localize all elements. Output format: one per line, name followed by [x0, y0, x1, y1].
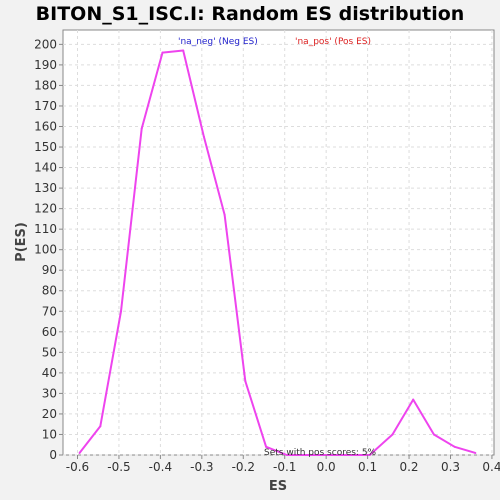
data-point: [432, 433, 435, 436]
series-group: [78, 49, 477, 456]
y-tick-label: 100: [34, 243, 57, 257]
y-tick-label: 70: [42, 304, 57, 318]
y-tick-label: 10: [42, 427, 57, 441]
data-point: [391, 433, 394, 436]
data-point: [306, 454, 309, 456]
y-tick-label: 200: [34, 37, 57, 51]
y-tick-label: 170: [34, 99, 57, 113]
y-tick-label: 40: [42, 366, 57, 380]
data-point: [474, 451, 477, 454]
data-point: [161, 51, 164, 54]
data-point: [202, 135, 205, 138]
x-tick-label: 0.2: [399, 460, 418, 474]
x-tick-label: -0.3: [190, 460, 213, 474]
data-point: [453, 445, 456, 448]
y-tick-label: 190: [34, 58, 57, 72]
data-point: [140, 127, 143, 130]
data-point: [347, 454, 350, 456]
y-tick-label: 130: [34, 181, 57, 195]
y-tick-label: 140: [34, 161, 57, 175]
y-tick-label: 180: [34, 78, 57, 92]
data-point: [99, 425, 102, 428]
y-tick-label: 90: [42, 263, 57, 277]
data-point: [223, 213, 226, 216]
x-tick-label: -0.4: [149, 460, 172, 474]
y-tick-label: 30: [42, 386, 57, 400]
y-tick-label: 80: [42, 284, 57, 298]
pos-scores-note: Sets with pos scores: 5%: [264, 448, 377, 458]
x-axis-ticks: -0.6 -0.5 -0.4 -0.3 -0.2 -0.1 0.0 0.1 0.2 0.3 0.4: [66, 455, 500, 474]
grid-lines: [63, 30, 494, 456]
data-point: [285, 454, 288, 456]
legend-neg: 'na_neg' (Neg ES): [178, 37, 258, 47]
y-tick-label: 50: [42, 345, 57, 359]
data-point: [182, 49, 185, 52]
x-tick-label: -0.6: [66, 460, 89, 474]
data-point: [412, 398, 415, 401]
data-point: [120, 310, 123, 313]
data-point: [265, 445, 268, 448]
x-tick-label: 0.4: [482, 460, 500, 474]
y-axis-ticks: 0 10 20 30 40 50 60 70 80 90 100 110 120 130 140 150 160…: [34, 37, 63, 462]
series-line: [78, 49, 476, 456]
y-tick-label: 60: [42, 325, 57, 339]
x-axis-label: ES: [269, 479, 287, 494]
data-point: [368, 454, 371, 456]
x-tick-label: 0.3: [441, 460, 460, 474]
y-tick-label: 120: [34, 202, 57, 216]
y-tick-label: 0: [49, 448, 57, 462]
data-point: [244, 380, 247, 383]
y-tick-label: 110: [34, 222, 57, 236]
x-tick-label: -0.5: [107, 460, 130, 474]
plot-area: [62, 29, 495, 456]
data-point: [78, 451, 81, 454]
x-tick-label: -0.2: [232, 460, 255, 474]
y-axis-label: P(ES): [14, 222, 29, 262]
x-tick-label: -0.1: [273, 460, 296, 474]
y-tick-label: 160: [34, 119, 57, 133]
y-tick-label: 150: [34, 140, 57, 154]
x-tick-label: 0.0: [317, 460, 336, 474]
x-tick-label: 0.1: [358, 460, 377, 474]
legend-pos: 'na_pos' (Pos ES): [295, 37, 371, 47]
chart-title: BITON_S1_ISC.I: Random ES distribution: [36, 3, 465, 25]
y-tick-label: 20: [42, 407, 57, 421]
data-point: [327, 454, 330, 456]
